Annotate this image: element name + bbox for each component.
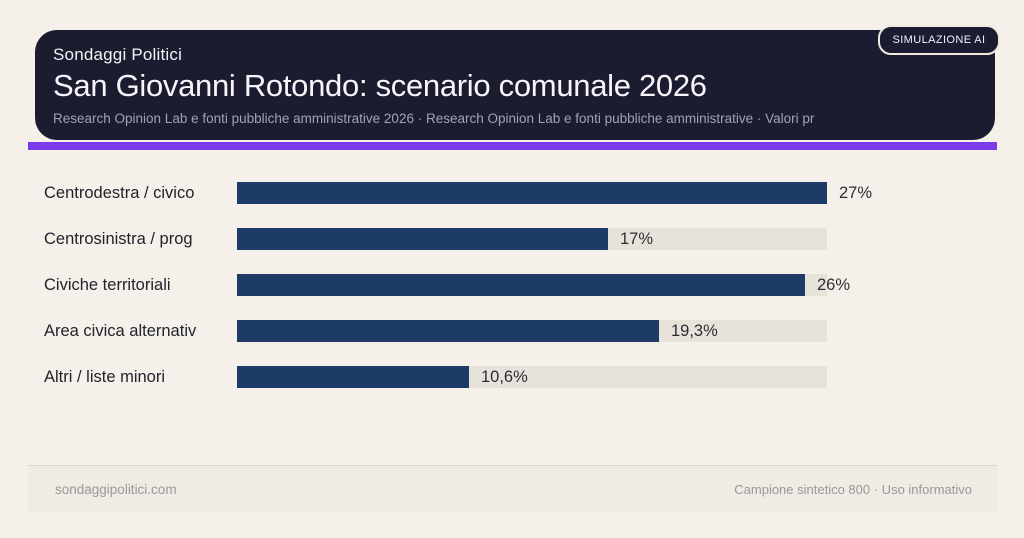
bar-track (237, 182, 827, 204)
footer-bar: sondaggipolitici.com Campione sintetico … (28, 465, 997, 512)
chart-row: Civiche territoriali 26% (0, 274, 1024, 296)
category-label: Centrodestra / civico (44, 184, 195, 202)
chart-header: Sondaggi Politici San Giovanni Rotondo: … (35, 30, 995, 140)
category-label: Civiche territoriali (44, 276, 171, 294)
category-label: Altri / liste minori (44, 368, 166, 386)
bar-track (237, 274, 827, 296)
bar-track (237, 228, 827, 250)
category-label: Area civica alternativ (44, 322, 197, 340)
bar-fill (237, 274, 805, 296)
bar-track (237, 320, 827, 342)
bar-fill (237, 320, 659, 342)
bar-fill (237, 182, 827, 204)
simulation-badge: SIMULAZIONE AI (878, 25, 1000, 55)
category-label: Centrosinistra / prog (44, 230, 193, 248)
bar-track (237, 366, 827, 388)
page-title: San Giovanni Rotondo: scenario comunale … (53, 68, 707, 103)
value-label: 26% (817, 276, 851, 294)
brand-label: Sondaggi Politici (53, 45, 183, 64)
footer-note: Campione sintetico 800 · Uso informativo (734, 481, 972, 497)
simulation-badge-label: SIMULAZIONE AI (892, 34, 986, 46)
value-label: 19,3% (671, 322, 718, 340)
value-label: 10,6% (481, 368, 528, 386)
bar-chart: Centrodestra / civico 27% Centrosinistra… (0, 182, 1024, 412)
chart-row: Area civica alternativ 19,3% (0, 320, 1024, 342)
chart-row: Centrosinistra / prog 17% (0, 228, 1024, 250)
value-label: 27% (839, 184, 873, 202)
footer-source-link: sondaggipolitici.com (55, 481, 177, 497)
bar-fill (237, 366, 469, 388)
accent-divider (28, 142, 997, 150)
page-subtitle: Research Opinion Lab e fonti pubbliche a… (53, 111, 815, 126)
value-label: 17% (620, 230, 654, 248)
bar-fill (237, 228, 608, 250)
chart-row: Centrodestra / civico 27% (0, 182, 1024, 204)
chart-row: Altri / liste minori 10,6% (0, 366, 1024, 388)
